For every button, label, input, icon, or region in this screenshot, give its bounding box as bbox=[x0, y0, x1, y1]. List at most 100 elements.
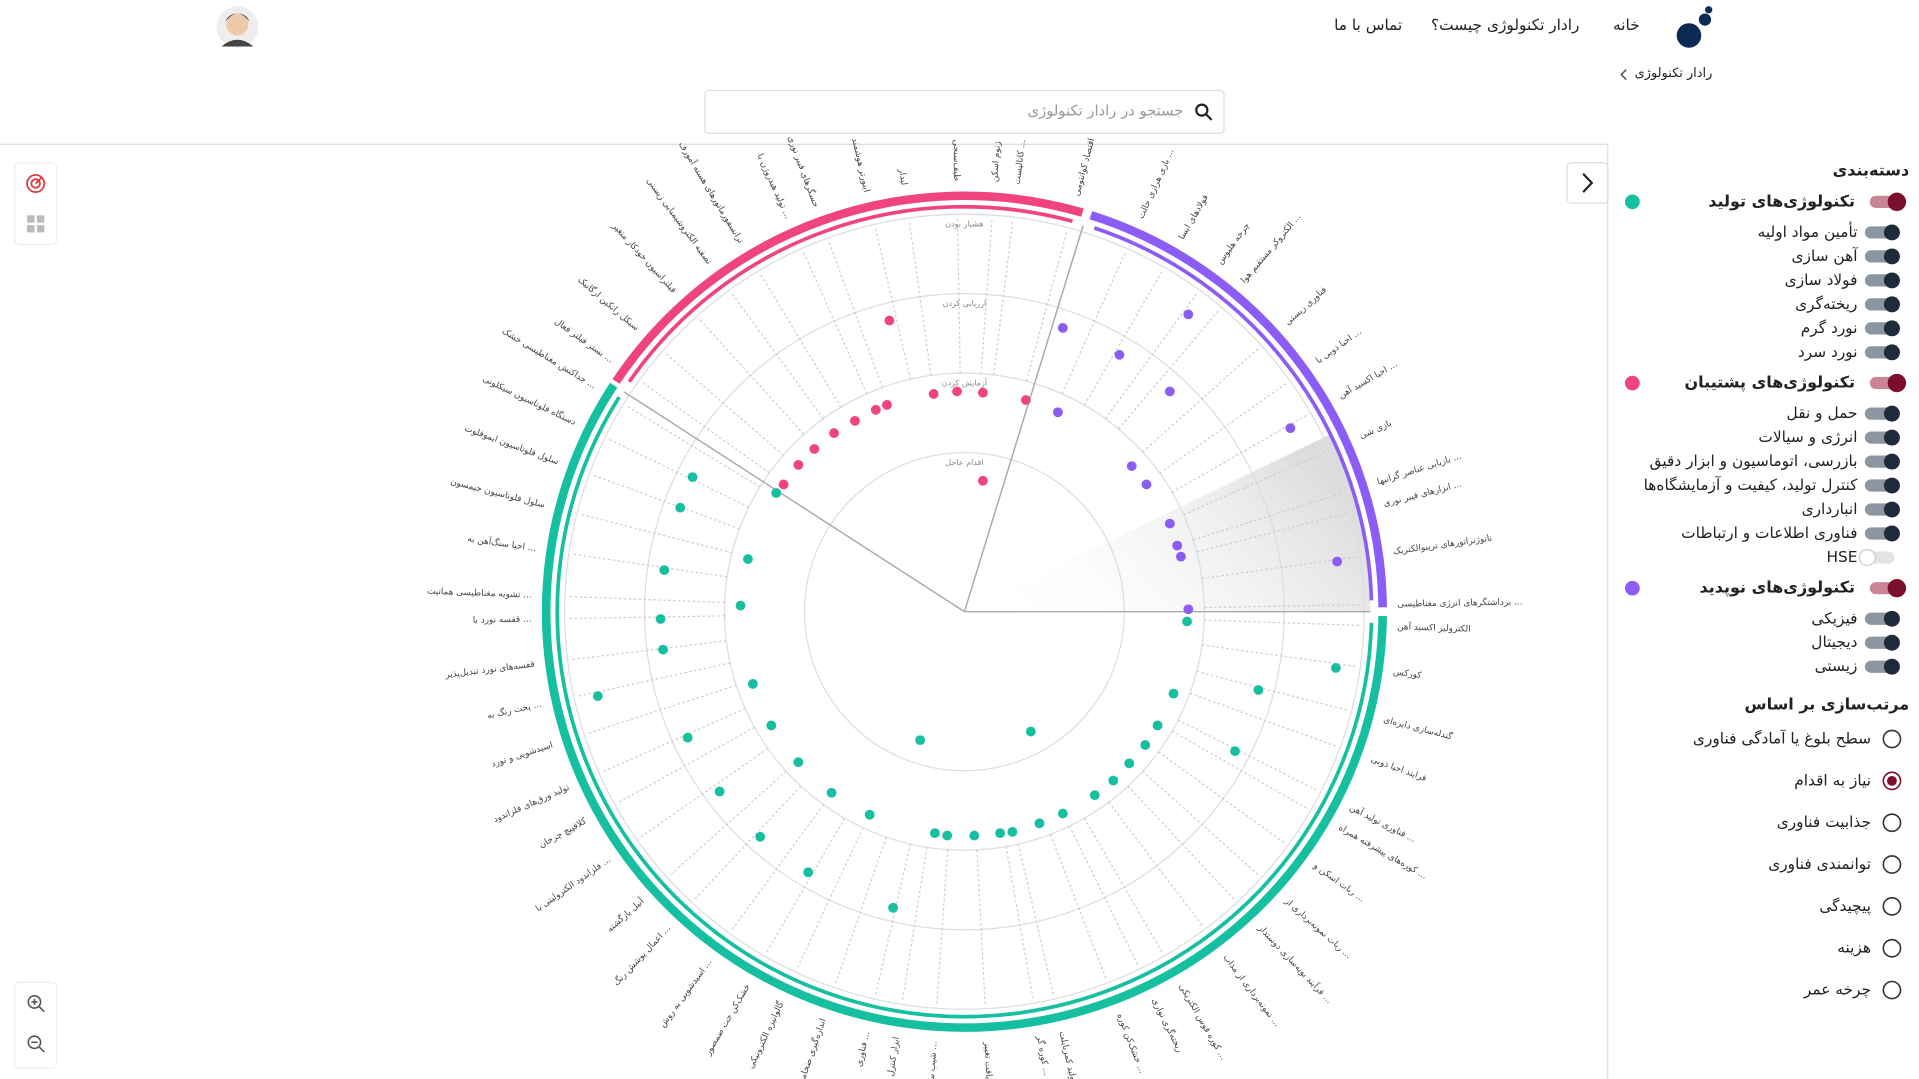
toggle-switch[interactable] bbox=[1864, 272, 1900, 289]
blip-label[interactable]: پخت رنگ به ... bbox=[486, 698, 543, 722]
blip-label[interactable]: تولید هیدروژن با ... bbox=[755, 152, 793, 220]
blip[interactable] bbox=[928, 389, 939, 399]
toggle-switch[interactable] bbox=[1864, 344, 1900, 361]
blip-label[interactable]: اسیدشویی به روش ... bbox=[658, 957, 715, 1029]
blip-label[interactable]: فولادهای ابسا bbox=[1177, 193, 1211, 241]
blip-label[interactable]: ریخته‌گری نواری bbox=[1149, 996, 1185, 1054]
sort-option[interactable]: سطح بلوغ یا آمادگی فناوری bbox=[1693, 730, 1871, 749]
blip-label[interactable]: کلافپیچ چرخان bbox=[537, 816, 589, 850]
toggle-switch[interactable] bbox=[1864, 610, 1900, 627]
blip[interactable] bbox=[1114, 349, 1125, 360]
subcategory-name[interactable]: فولاد سازی bbox=[1785, 271, 1858, 289]
toggle-switch[interactable] bbox=[1864, 634, 1900, 651]
blip[interactable] bbox=[1021, 395, 1031, 405]
blip[interactable] bbox=[714, 786, 725, 797]
blip[interactable] bbox=[809, 444, 820, 454]
blip-label[interactable]: ابزارهای فیبر نوری ... bbox=[1383, 479, 1463, 509]
blip-label[interactable]: تولید کمربایلت ... bbox=[1056, 1030, 1080, 1079]
blip[interactable] bbox=[888, 902, 898, 913]
search-box[interactable] bbox=[704, 89, 1225, 134]
toggle-switch[interactable] bbox=[1864, 296, 1900, 313]
blip-label[interactable]: فناوری ... bbox=[854, 1030, 872, 1067]
toggle-switch[interactable] bbox=[1869, 579, 1907, 598]
blip[interactable] bbox=[952, 386, 962, 397]
blip-label[interactable]: سلول فلوتاسیون جیمسون bbox=[449, 477, 546, 511]
radio-button[interactable] bbox=[1882, 980, 1902, 1000]
blip[interactable] bbox=[687, 472, 698, 483]
toggle-switch[interactable] bbox=[1869, 192, 1907, 212]
blip[interactable] bbox=[1057, 322, 1068, 333]
subcategory-name[interactable]: انرژی و سیالات bbox=[1758, 428, 1857, 446]
blip-label[interactable]: الکتروکر مستقیم هوا ... bbox=[1239, 212, 1303, 285]
blip-label[interactable]: قفسه‌های نورد تبدیل‌پذیر bbox=[444, 660, 535, 681]
subcategory-name[interactable]: زیستی bbox=[1815, 657, 1858, 675]
search-icon[interactable] bbox=[1195, 103, 1213, 121]
blip-label[interactable]: دستگاه فلوتاسیون سیکلونی bbox=[481, 373, 578, 427]
toggle-switch[interactable] bbox=[1864, 224, 1900, 241]
blip-label[interactable]: فناوری زیستی bbox=[1283, 285, 1329, 327]
blip[interactable] bbox=[1183, 604, 1194, 615]
sort-option[interactable]: چرخه عمر bbox=[1803, 981, 1871, 999]
blip-label[interactable]: چرخه هلیوس bbox=[1215, 221, 1252, 266]
blip-label[interactable]: اعمال پوشش رنگ ... bbox=[610, 922, 673, 988]
blip-label[interactable]: تولید ورق‌های فلزاندود bbox=[492, 783, 572, 826]
blip-label[interactable]: قفسه نورد با ... bbox=[473, 615, 532, 626]
blip[interactable] bbox=[882, 400, 892, 410]
blip[interactable] bbox=[1034, 818, 1045, 829]
radio-button[interactable] bbox=[1882, 938, 1902, 958]
blip-label[interactable]: لیدار bbox=[896, 167, 908, 186]
subcategory-name[interactable]: کنترل تولید، کیفیت و آزمایشگاه‌ها bbox=[1644, 476, 1859, 494]
blip[interactable] bbox=[1230, 746, 1240, 757]
radio-button[interactable] bbox=[1882, 855, 1902, 874]
blip-label[interactable]: طیف‌سنجی bbox=[951, 139, 962, 181]
subcategory-name[interactable]: تأمین مواد اولیه bbox=[1758, 221, 1858, 241]
blip[interactable] bbox=[1182, 616, 1192, 627]
blip-label[interactable]: بستر فیلتر فعال ... bbox=[552, 317, 615, 366]
blip[interactable] bbox=[1176, 551, 1186, 562]
blip[interactable] bbox=[1089, 790, 1100, 801]
sort-option[interactable]: جذابیت فناوری bbox=[1777, 813, 1871, 831]
subcategory-name[interactable]: دیجیتال bbox=[1811, 633, 1857, 651]
blip[interactable] bbox=[1124, 758, 1135, 769]
blip[interactable] bbox=[1164, 518, 1175, 529]
blip[interactable] bbox=[1152, 720, 1163, 731]
blip-label[interactable]: کوره گر ... bbox=[1034, 1034, 1052, 1077]
blip-label[interactable]: کوره‌های پیشرفته همراه ... bbox=[1337, 823, 1429, 881]
subcategory-name[interactable]: بازرسی، اتوماسیون و ابزار دقیق bbox=[1650, 452, 1858, 470]
blip[interactable] bbox=[870, 404, 881, 415]
blip-label[interactable]: نانوژنراتورهای تریبوالکتریک bbox=[1393, 533, 1493, 557]
blip[interactable] bbox=[1285, 423, 1296, 434]
collapse-sidebar-button[interactable] bbox=[1566, 162, 1609, 204]
blip[interactable] bbox=[675, 502, 686, 513]
blip-label[interactable]: ربات نمونه‌برداری از ... bbox=[1282, 896, 1353, 961]
blip-label[interactable]: اسیدشویی و نورد bbox=[490, 740, 554, 769]
blip[interactable] bbox=[1332, 556, 1343, 567]
blip[interactable] bbox=[747, 678, 758, 689]
blip[interactable] bbox=[766, 720, 777, 731]
blip[interactable] bbox=[803, 867, 814, 878]
blip-label[interactable]: احیا ذوبی با ... bbox=[1314, 327, 1363, 366]
blip[interactable] bbox=[969, 830, 980, 841]
toggle-switch[interactable] bbox=[1864, 429, 1900, 446]
blip[interactable] bbox=[755, 831, 766, 842]
toggle-switch[interactable] bbox=[1864, 477, 1900, 494]
blip-label[interactable]: فرایند احیا ذوبی bbox=[1369, 755, 1427, 784]
blip[interactable] bbox=[592, 691, 603, 701]
logo[interactable] bbox=[1676, 6, 1713, 48]
radar-view-button[interactable] bbox=[26, 174, 46, 193]
blip[interactable] bbox=[929, 828, 940, 838]
blip-label[interactable]: خشک‌کن کوره ... bbox=[1114, 1012, 1146, 1075]
radio-button[interactable] bbox=[1882, 813, 1902, 833]
blip-label[interactable]: احیا اکسید آهن ... bbox=[1336, 358, 1399, 401]
blip-label[interactable]: ابزار کنترل سطح bbox=[882, 1036, 902, 1079]
blip[interactable] bbox=[1140, 740, 1151, 750]
blip-label[interactable]: نمونه‌برداری از مذاب ... bbox=[1221, 953, 1282, 1029]
blip[interactable] bbox=[793, 459, 804, 470]
nav-link[interactable]: رادار تکنولوژی چیست؟ bbox=[1431, 16, 1580, 34]
blip-label[interactable]: بازیافت تغییر ... bbox=[982, 1040, 995, 1079]
zoom-in-button[interactable] bbox=[27, 995, 45, 1013]
subcategory-name[interactable]: نورد سرد bbox=[1798, 343, 1858, 361]
blip[interactable] bbox=[659, 565, 670, 575]
blip[interactable] bbox=[1108, 775, 1119, 786]
toggle-switch[interactable] bbox=[1864, 501, 1900, 518]
